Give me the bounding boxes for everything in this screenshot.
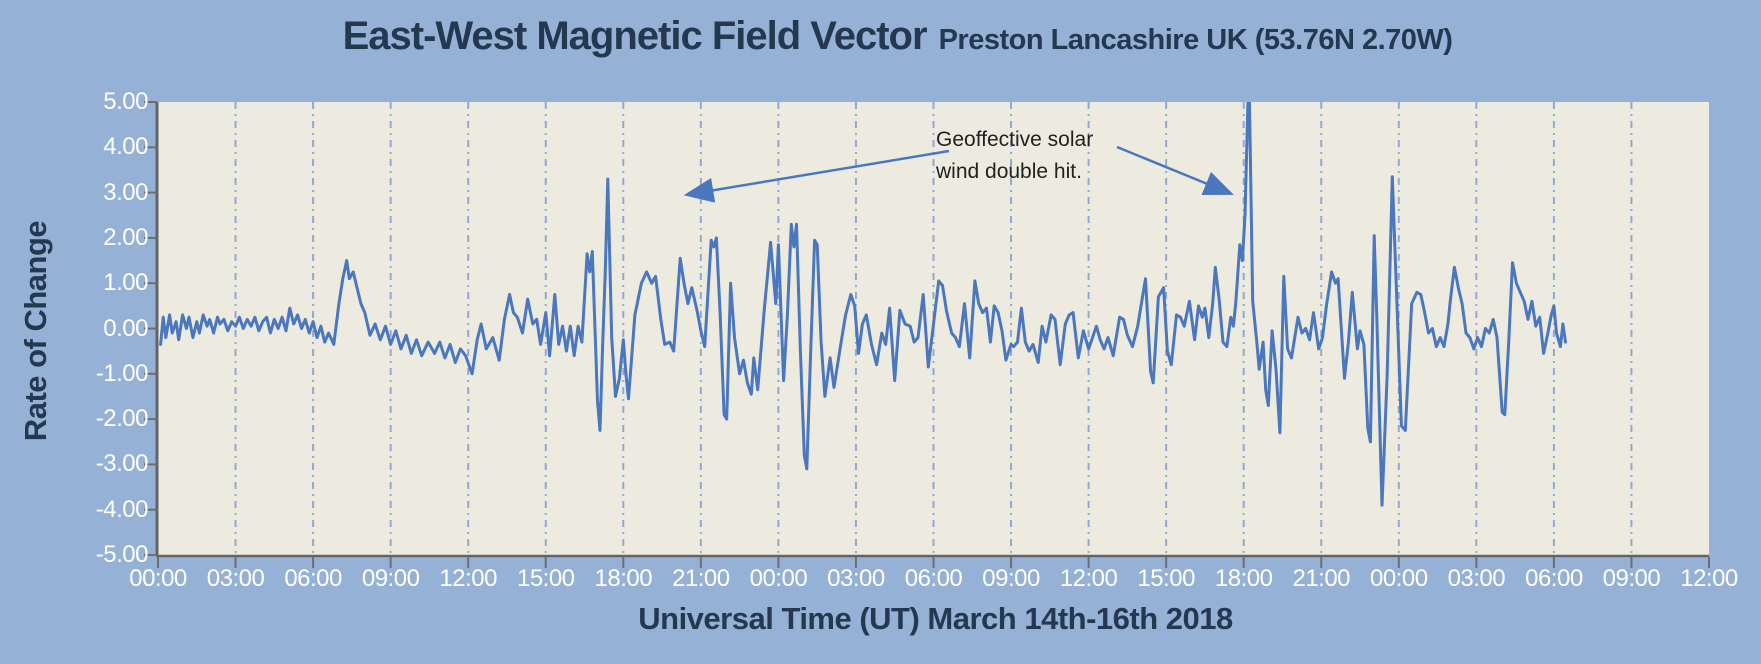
x-tick-label: 09:00	[1602, 565, 1661, 592]
y-tick-label: -4.00	[95, 495, 149, 523]
x-tick-label: 03:00	[827, 565, 885, 592]
y-tick-label: -5.00	[95, 541, 149, 568]
x-tick-label: 00:00	[129, 565, 187, 592]
annotation-text: Geoffective solar wind double hit.	[936, 124, 1093, 188]
y-tick-label: 2.00	[103, 223, 148, 251]
x-tick-label: 09:00	[982, 565, 1040, 592]
x-tick-label: 18:00	[594, 565, 653, 592]
y-tick-label: 3.00	[103, 178, 148, 206]
data-line	[159, 102, 1567, 507]
chart-subtitle: Preston Lancashire UK (53.76N 2.70W)	[938, 24, 1453, 56]
chart-title: East-West Magnetic Field Vector	[342, 14, 928, 58]
y-tick-label: 4.00	[103, 133, 148, 161]
x-tick-label: 03:00	[206, 565, 265, 592]
x-tick-label: 12:00	[439, 565, 497, 592]
y-tick-label: -2.00	[95, 405, 149, 433]
x-axis-title: Universal Time (UT) March 14th-16th 2018	[638, 601, 1233, 636]
y-tick-label: 0.00	[103, 314, 148, 342]
y-tick-label: -1.00	[95, 359, 149, 387]
y-tick-label: 5.00	[103, 88, 148, 115]
annotation-arrow-right	[1116, 145, 1234, 196]
x-tick-label: 18:00	[1214, 565, 1273, 592]
x-tick-label: 06:00	[1525, 565, 1583, 592]
y-tick-label: 1.00	[103, 269, 148, 297]
x-tick-label: 09:00	[361, 565, 420, 592]
x-tick-label: 06:00	[284, 565, 342, 592]
annotation-arrow-left	[683, 149, 950, 203]
x-tick-label: 00:00	[1370, 565, 1428, 592]
annotation-line-1: Geoffective solar	[936, 128, 1094, 151]
x-tick-label: 12:00	[1680, 565, 1738, 592]
x-tick-label: 15:00	[1137, 565, 1195, 592]
annotation-line-2: wind double hit.	[936, 160, 1082, 183]
x-tick-label: 21:00	[672, 565, 730, 592]
x-tick-label: 12:00	[1059, 565, 1118, 592]
x-tick-label: 21:00	[1292, 565, 1351, 592]
x-tick-label: 06:00	[904, 565, 963, 592]
x-tick-label: 15:00	[516, 565, 575, 592]
x-tick-label: 03:00	[1447, 565, 1506, 592]
y-tick-label: -3.00	[95, 450, 149, 478]
x-tick-label: 00:00	[749, 565, 808, 592]
chart-title-block: East-West Magnetic Field Vector Preston L…	[0, 14, 1761, 59]
